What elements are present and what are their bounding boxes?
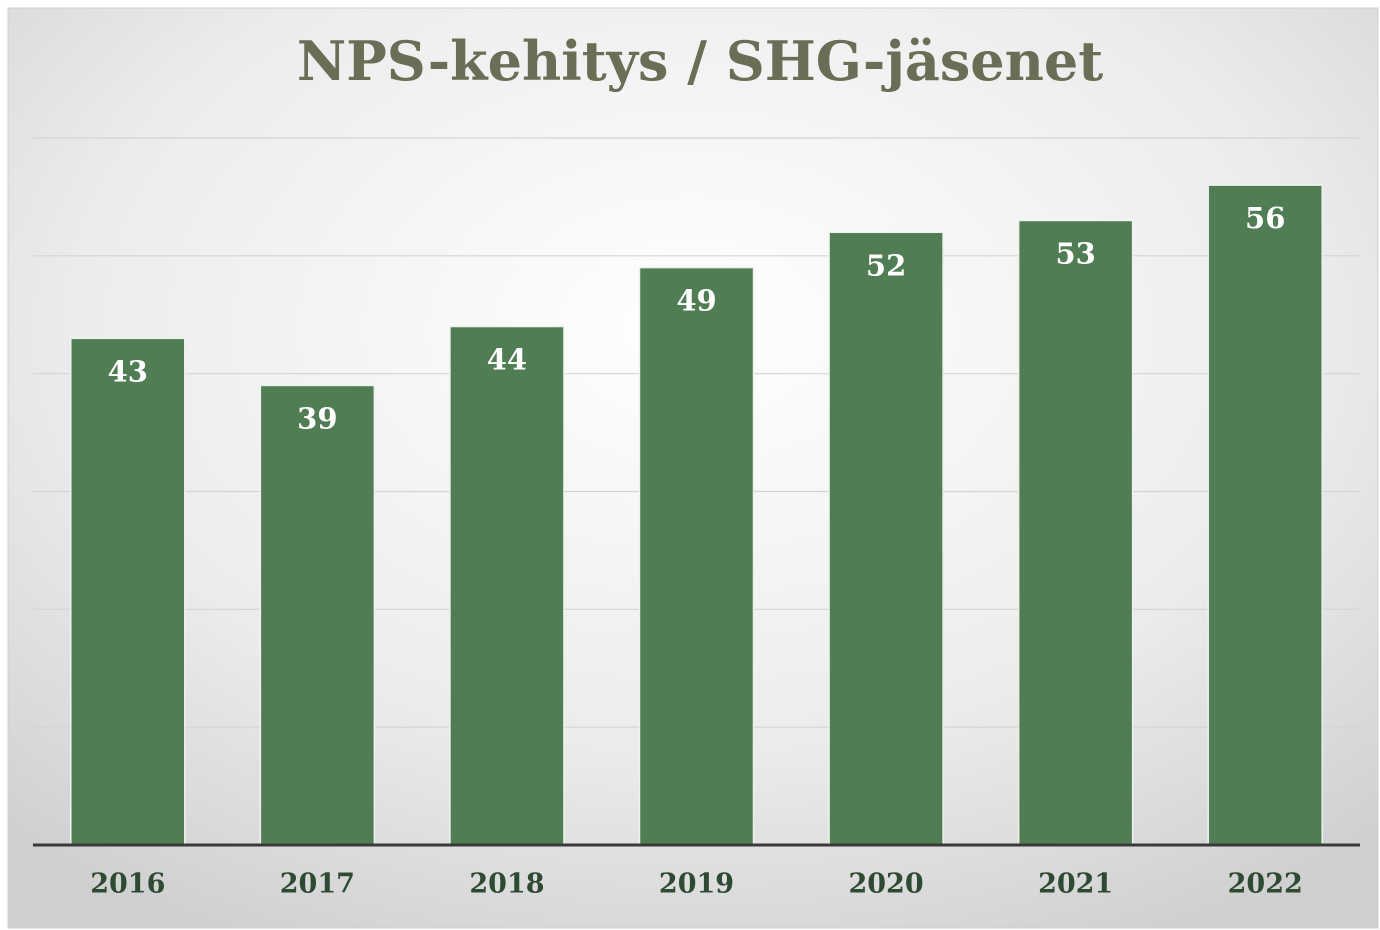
bar	[1017, 219, 1134, 846]
x-tick-label: 2021	[1038, 869, 1113, 900]
x-tick-label: 2020	[848, 869, 923, 900]
x-tick-label: 2018	[469, 869, 544, 900]
data-label: 44	[487, 343, 527, 377]
chart-title: NPS-kehitys / SHG-jäsenet	[297, 29, 1103, 93]
x-tick-label: 2022	[1228, 869, 1303, 900]
data-label: 49	[676, 284, 716, 318]
data-label: 56	[1245, 201, 1285, 235]
data-label: 43	[108, 354, 148, 388]
bar	[828, 231, 944, 846]
bar	[70, 337, 186, 846]
bar	[259, 384, 376, 846]
data-label: 52	[866, 248, 906, 282]
bar	[638, 266, 755, 846]
bar	[1207, 184, 1323, 846]
x-tick-label: 2019	[659, 869, 734, 900]
x-tick-label: 2017	[280, 869, 355, 900]
bar	[449, 325, 565, 846]
data-label: 53	[1055, 236, 1095, 270]
x-tick-label: 2016	[90, 869, 165, 900]
data-label: 39	[297, 401, 337, 435]
